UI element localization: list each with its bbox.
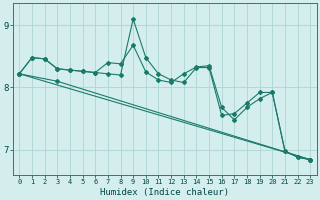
X-axis label: Humidex (Indice chaleur): Humidex (Indice chaleur) (100, 188, 229, 197)
